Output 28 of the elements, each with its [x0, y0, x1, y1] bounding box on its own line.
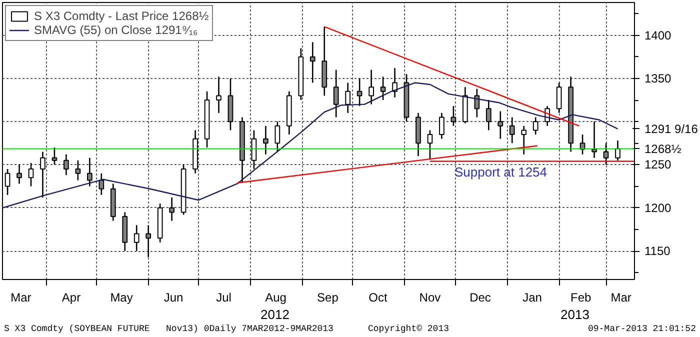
legend-label: SMAVG (55) on Close 1291⁹⁄₁₆: [34, 23, 198, 37]
x-tick-label: Jul: [216, 290, 232, 304]
y-tick-label: 1200: [644, 200, 672, 215]
legend-label: S X3 Comdty - Last Price 1268½: [34, 9, 209, 23]
x-tick-label: May: [110, 290, 133, 304]
x-tick-label: Mar: [610, 290, 632, 304]
x-tick-label: Oct: [368, 290, 388, 304]
text: 2013: [560, 307, 590, 322]
x-tick-label: Nov: [419, 290, 441, 304]
x-tick-label: Apr: [62, 290, 81, 304]
y-tick-label: 1291 9/16: [644, 122, 698, 136]
x-tick-label: Jan: [522, 290, 542, 304]
x-tick-label: Mar: [10, 290, 32, 304]
x-tick-label: Sep: [317, 290, 339, 304]
y-tick-label: 1250: [644, 158, 672, 172]
x-tick-label: Dec: [470, 290, 491, 304]
y-tick-label: 1400: [644, 28, 672, 42]
text: Copyright© 2013: [368, 324, 450, 334]
y-tick-label: 1268½: [644, 142, 682, 156]
annotation: Support at 1254: [454, 164, 548, 180]
text: S X3 Comdty (SOYBEAN FUTURE Nov13) 0Daily 7MAR2012-9MAR2013: [4, 324, 334, 334]
y-tick-label: 1150: [644, 244, 671, 258]
x-tick-label: Aug: [265, 290, 286, 304]
x-tick-label: Jun: [164, 290, 184, 304]
x-tick-label: Feb: [570, 290, 592, 304]
text: 2012: [260, 307, 290, 322]
y-tick-label: 1350: [644, 71, 672, 86]
text: 09-Mar-2013 21:01:52: [588, 324, 696, 334]
